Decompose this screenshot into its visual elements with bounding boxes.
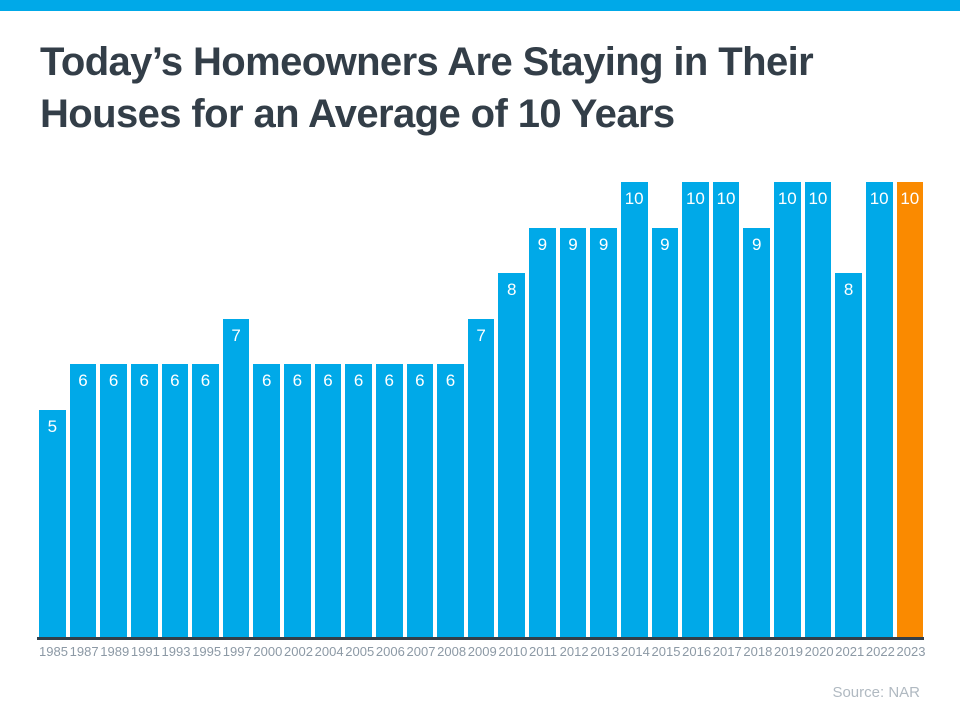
bar-value-label: 6 bbox=[445, 371, 456, 390]
x-axis-tick-label: 2019 bbox=[774, 644, 803, 659]
bar: 10 bbox=[804, 182, 832, 637]
bar: 6 bbox=[437, 364, 464, 637]
x-axis-tick-label: 2022 bbox=[865, 644, 895, 659]
bar-value-label: 9 bbox=[598, 234, 609, 254]
x-axis-tick-label: 2010 bbox=[498, 644, 528, 659]
x-axis-tick-label: 2007 bbox=[406, 644, 436, 659]
bar-value-label: 10 bbox=[624, 189, 644, 208]
bar: 9 bbox=[529, 227, 556, 637]
bar-value-label: 10 bbox=[900, 189, 920, 208]
bar: 10 bbox=[774, 182, 801, 637]
x-axis-tick-label: 2004 bbox=[314, 644, 344, 659]
bar-value-label: 7 bbox=[476, 325, 486, 345]
bar: 6 bbox=[314, 364, 342, 637]
x-axis-tick-label: 2017 bbox=[712, 644, 742, 659]
x-axis-tick-label: 1991 bbox=[130, 644, 160, 659]
bar: 7 bbox=[222, 318, 250, 637]
x-axis-tick-label: 2016 bbox=[682, 644, 712, 659]
bar-value-label: 10 bbox=[716, 189, 736, 208]
x-axis-tick-label: 2015 bbox=[651, 644, 681, 659]
bar: 10 bbox=[896, 182, 924, 637]
bar: 6 bbox=[130, 364, 158, 637]
bar: 6 bbox=[375, 364, 403, 637]
bar: 9 bbox=[590, 227, 617, 637]
bar: 5 bbox=[39, 409, 66, 637]
bar: 6 bbox=[161, 364, 189, 637]
bar-value-label: 6 bbox=[415, 371, 425, 390]
x-axis-line bbox=[37, 637, 924, 640]
bar-value-label: 6 bbox=[323, 371, 333, 390]
bar: 6 bbox=[345, 364, 372, 637]
x-axis-tick-label: 2005 bbox=[345, 644, 375, 659]
bar-value-label: 9 bbox=[568, 234, 578, 254]
x-axis-tick-label: 2012 bbox=[559, 644, 589, 659]
x-axis-tick-label: 2020 bbox=[804, 644, 834, 659]
bar-value-label: 9 bbox=[660, 234, 670, 254]
bar: 7 bbox=[467, 318, 495, 637]
x-axis-tick-label: 2002 bbox=[284, 644, 313, 659]
bar-value-label: 10 bbox=[685, 189, 705, 208]
bar-value-label: 9 bbox=[537, 234, 548, 254]
bar-value-label: 10 bbox=[869, 189, 889, 208]
bar-value-label: 6 bbox=[261, 371, 272, 390]
x-axis-tick-label: 2023 bbox=[896, 644, 926, 659]
x-axis-tick-label: 2011 bbox=[529, 644, 557, 659]
source-note: Source: NAR bbox=[832, 684, 920, 701]
bar-value-label: 5 bbox=[47, 416, 58, 436]
bar-value-label: 6 bbox=[170, 371, 180, 390]
bar: 6 bbox=[69, 364, 97, 637]
bar: 9 bbox=[559, 227, 587, 637]
x-axis-labels: 1985 1987 1989 1991 1993 1995 1997 2000 2002 2004… bbox=[39, 644, 926, 659]
bar: 8 bbox=[498, 273, 525, 637]
x-axis-tick-label: 2013 bbox=[590, 644, 620, 659]
x-axis-tick-label: 2014 bbox=[620, 644, 650, 659]
x-axis-tick-label: 2009 bbox=[467, 644, 497, 659]
chart-title: Today’s Homeowners Are Staying in Their … bbox=[40, 40, 814, 136]
bar-value-label: 7 bbox=[231, 325, 241, 345]
bar-value-label: 9 bbox=[751, 234, 762, 254]
x-axis-tick-label: 1989 bbox=[100, 644, 130, 659]
x-axis-tick-label: 1987 bbox=[69, 644, 99, 659]
bar-value-label: 6 bbox=[139, 371, 149, 390]
bars-container: 5 6 6 6 6 6 7 6 6 6 6 6 6 6 7 8 9 9 9 10 9 10 10 9 10 10 8 10 10 bbox=[39, 182, 924, 637]
x-axis-tick-label: 1993 bbox=[161, 644, 191, 659]
bar: 9 bbox=[651, 227, 679, 637]
x-axis-tick-label: 1997 bbox=[222, 644, 252, 659]
bar-value-label: 6 bbox=[292, 371, 303, 390]
x-axis-tick-label: 1995 bbox=[192, 644, 222, 659]
bar-value-label: 6 bbox=[200, 371, 211, 390]
bar: 8 bbox=[835, 273, 862, 637]
x-axis-tick-label: 2000 bbox=[253, 644, 283, 659]
bar: 10 bbox=[682, 182, 709, 637]
bar-value-label: 10 bbox=[777, 189, 797, 208]
bar: 10 bbox=[620, 182, 648, 637]
x-axis-tick-label: 1985 bbox=[39, 644, 68, 659]
bar-value-label: 6 bbox=[384, 371, 394, 390]
bar-value-label: 6 bbox=[78, 371, 88, 390]
bar: 6 bbox=[253, 364, 280, 637]
bar: 6 bbox=[192, 364, 219, 637]
bar-value-label: 10 bbox=[808, 189, 828, 208]
top-accent-bar bbox=[0, 0, 960, 11]
x-axis-tick-label: 2006 bbox=[375, 644, 405, 659]
bar: 10 bbox=[712, 182, 740, 637]
bar-value-label: 8 bbox=[843, 280, 854, 299]
bar: 6 bbox=[100, 364, 127, 637]
bar: 6 bbox=[284, 364, 311, 637]
bar: 6 bbox=[406, 364, 434, 637]
bar: 9 bbox=[743, 227, 770, 637]
x-axis-tick-label: 2018 bbox=[743, 644, 773, 659]
bar-value-label: 8 bbox=[506, 280, 517, 299]
bar-value-label: 6 bbox=[353, 371, 364, 390]
bar: 10 bbox=[865, 182, 893, 637]
x-axis-tick-label: 2021 bbox=[835, 644, 865, 659]
bar-value-label: 6 bbox=[108, 371, 119, 390]
x-axis-tick-label: 2008 bbox=[437, 644, 467, 659]
